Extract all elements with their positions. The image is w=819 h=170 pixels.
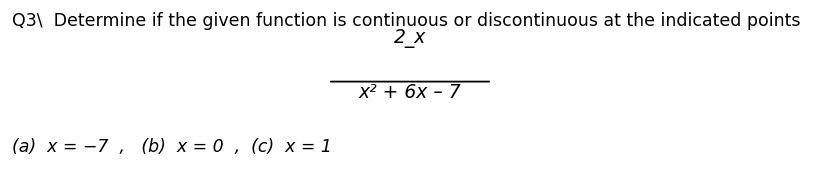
Text: x² + 6x – 7: x² + 6x – 7 [358,83,461,102]
Text: Q3\  Determine if the given function is continuous or discontinuous at the indic: Q3\ Determine if the given function is c… [12,12,800,30]
Text: (a)  x = −7  ,   (b)  x = 0  ,  (c)  x = 1: (a) x = −7 , (b) x = 0 , (c) x = 1 [12,138,332,156]
Text: 2_x: 2_x [393,29,426,48]
